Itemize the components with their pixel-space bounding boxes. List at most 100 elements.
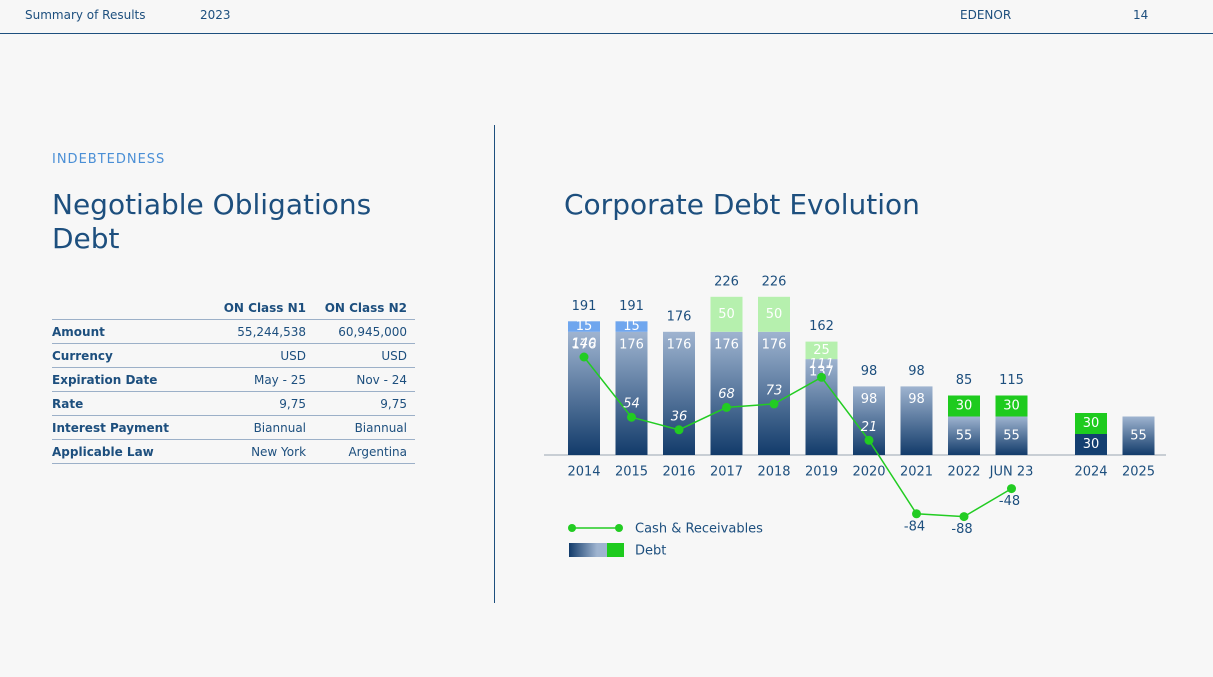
- row-label: Expiration Date: [52, 367, 214, 392]
- bar-label: 176: [714, 337, 739, 352]
- debt-bar: [758, 331, 790, 455]
- line-label: 36: [671, 409, 688, 424]
- section-label: INDEBTEDNESS: [52, 152, 166, 167]
- header-rule: [0, 33, 1213, 34]
- x-tick-label: 2024: [1074, 465, 1107, 480]
- x-tick-label: 2018: [757, 465, 790, 480]
- legend-dot: [615, 524, 623, 532]
- line-label: -48: [999, 494, 1020, 509]
- line-label: 68: [718, 387, 735, 402]
- bar-label: 176: [667, 337, 692, 352]
- cell: USD: [213, 343, 315, 368]
- column-header: ON Class N2: [314, 296, 415, 320]
- cell: 9,75: [213, 391, 315, 416]
- bar-label: 98: [908, 392, 925, 407]
- x-tick-label: 2020: [852, 465, 885, 480]
- table-row: Expiration Date May - 25 Nov - 24: [52, 367, 415, 392]
- line-point: [722, 402, 731, 412]
- bar-label: 30: [956, 399, 973, 414]
- debt-bar: [615, 331, 648, 455]
- cell: Nov - 24: [314, 367, 415, 392]
- x-tick-label: JUN 23: [989, 465, 1034, 480]
- x-tick-label: 2015: [615, 465, 648, 480]
- bar-label: 55: [1003, 428, 1020, 443]
- line-point: [627, 412, 636, 422]
- x-tick-label: 2017: [710, 465, 743, 480]
- top-bar: [710, 296, 743, 332]
- bar-label: 25: [813, 343, 830, 358]
- table-row: Rate 9,75 9,75: [52, 391, 415, 416]
- chart-title: Corporate Debt Evolution: [564, 188, 920, 221]
- column-header: ON Class N1: [213, 296, 315, 320]
- header-left: Summary of Results: [25, 8, 146, 22]
- line-point: [959, 512, 969, 522]
- line-point: [674, 425, 684, 435]
- legend-label: Cash & Receivables: [635, 522, 763, 537]
- debt-bar: [995, 416, 1028, 455]
- x-tick-label: 2021: [900, 465, 933, 480]
- cell: Biannual: [314, 415, 415, 440]
- debt-bar: [948, 416, 980, 455]
- total-label: 191: [619, 299, 644, 314]
- bar-label: 15: [623, 319, 640, 334]
- line-point: [864, 435, 874, 445]
- legend-swatch: [569, 543, 609, 557]
- bar-label: 50: [718, 307, 735, 322]
- cell: USD: [314, 343, 415, 368]
- total-label: 176: [667, 309, 692, 324]
- top-bar: [995, 395, 1028, 417]
- table-row: Applicable Law New York Argentina: [52, 439, 415, 464]
- total-label: 98: [908, 364, 925, 379]
- bar-label: 98: [861, 392, 878, 407]
- total-label: 85: [956, 373, 973, 388]
- bar-label: 176: [619, 337, 644, 352]
- total-label: 98: [861, 364, 878, 379]
- bar-label: 55: [956, 428, 973, 443]
- bond-table: ON Class N1 ON Class N2 Amount 55,244,538 6…: [52, 296, 415, 464]
- line-label: 111: [809, 357, 834, 372]
- header-year: 2023: [200, 8, 231, 22]
- cell: 55,244,538: [213, 319, 315, 344]
- blank: [52, 296, 214, 320]
- line-point: [817, 372, 826, 382]
- total-label: 226: [714, 274, 739, 289]
- cell: Argentina: [314, 439, 415, 464]
- debt-bar: [1122, 416, 1155, 455]
- line-point: [1007, 484, 1016, 494]
- line-label: 73: [766, 383, 783, 398]
- top-bar: [568, 321, 600, 332]
- cell: 60,945,000: [314, 319, 415, 344]
- row-label: Amount: [52, 319, 214, 344]
- x-tick-label: 2019: [805, 465, 838, 480]
- header-company: EDENOR: [960, 8, 1012, 22]
- debt-bar: [568, 331, 600, 455]
- debt-bar: [663, 331, 695, 455]
- line: [583, 356, 1012, 518]
- legend-dot: [568, 524, 576, 532]
- header-page: 14: [1133, 8, 1149, 22]
- x-tick-label: 2022: [947, 465, 980, 480]
- bar-label: 55: [1130, 428, 1147, 443]
- x-tick-label: 2025: [1122, 465, 1155, 480]
- total-label: 115: [999, 373, 1024, 388]
- total-label: 191: [572, 299, 597, 314]
- bar-label: 30: [1003, 399, 1020, 414]
- line-point: [912, 509, 921, 519]
- debt-bar: [900, 386, 933, 455]
- line-point: [579, 352, 589, 362]
- row-label: Rate: [52, 391, 214, 416]
- bar-label: 30: [1083, 437, 1100, 452]
- debt-bar: [710, 331, 743, 455]
- line-label: -88: [951, 522, 972, 537]
- bar-label: 176: [762, 337, 787, 352]
- x-tick-label: 2016: [662, 465, 695, 480]
- top-bar: [758, 296, 790, 332]
- top-bar: [805, 341, 838, 360]
- top-bar: [1075, 413, 1107, 434]
- top-bar: [615, 321, 648, 332]
- legend-swatch: [607, 543, 624, 557]
- cell: Biannual: [213, 415, 315, 440]
- line-point: [769, 399, 779, 409]
- line-label: 54: [623, 397, 640, 412]
